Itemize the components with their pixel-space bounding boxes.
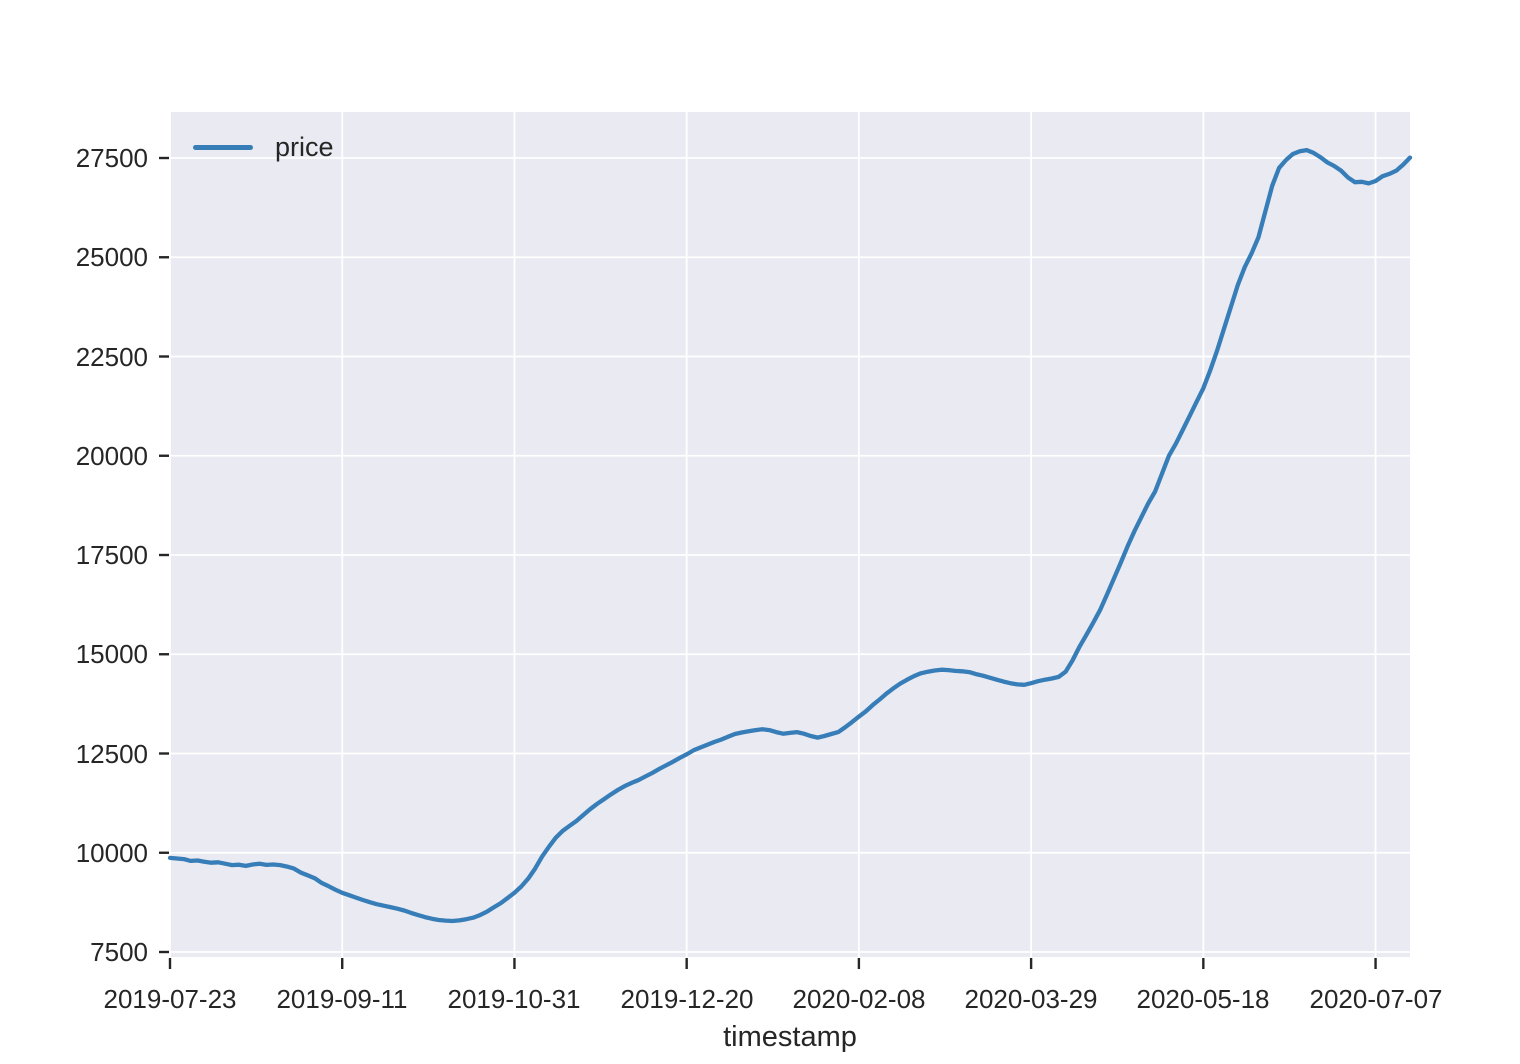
legend-line-swatch (193, 145, 253, 150)
x-tick-label: 2019-10-31 (447, 984, 581, 1014)
x-tick-label: 2020-05-18 (1136, 984, 1270, 1014)
x-axis-title: timestamp (723, 1021, 857, 1053)
y-tick-label: 27500 (75, 143, 148, 173)
x-tick-label: 2020-02-08 (792, 984, 926, 1014)
x-tick-label: 2019-07-23 (103, 984, 237, 1014)
x-tick-label: 2020-03-29 (964, 984, 1098, 1014)
x-tick-label: 2019-09-11 (276, 984, 408, 1014)
y-tick-label: 10000 (75, 838, 148, 868)
x-tick-label: 2019-12-20 (620, 984, 754, 1014)
y-tick-label: 7500 (90, 937, 148, 967)
price-series-line (167, 147, 1413, 924)
y-tick-label: 22500 (75, 342, 148, 372)
y-tick-label: 20000 (75, 441, 148, 471)
y-tick-label: 17500 (75, 540, 148, 570)
y-tick-label: 12500 (75, 739, 148, 769)
y-tick-label: 25000 (75, 242, 148, 272)
plot-area (170, 112, 1410, 957)
x-tick-label: 2020-07-07 (1309, 984, 1443, 1014)
y-tick-label: 15000 (75, 639, 148, 669)
legend-label: price (275, 132, 334, 162)
